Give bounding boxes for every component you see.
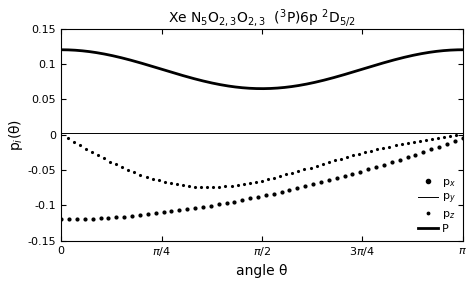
X-axis label: angle θ: angle θ [236, 264, 288, 278]
Y-axis label: p$_i$(θ): p$_i$(θ) [7, 119, 25, 151]
Title: Xe N$_5$O$_{2,3}$O$_{2,3}$  ($^3$P)6p $^2$D$_{5/2}$: Xe N$_5$O$_{2,3}$O$_{2,3}$ ($^3$P)6p $^2… [168, 7, 356, 29]
Legend: p$_x$, p$_y$, p$_z$, P: p$_x$, p$_y$, p$_z$, P [417, 176, 457, 235]
